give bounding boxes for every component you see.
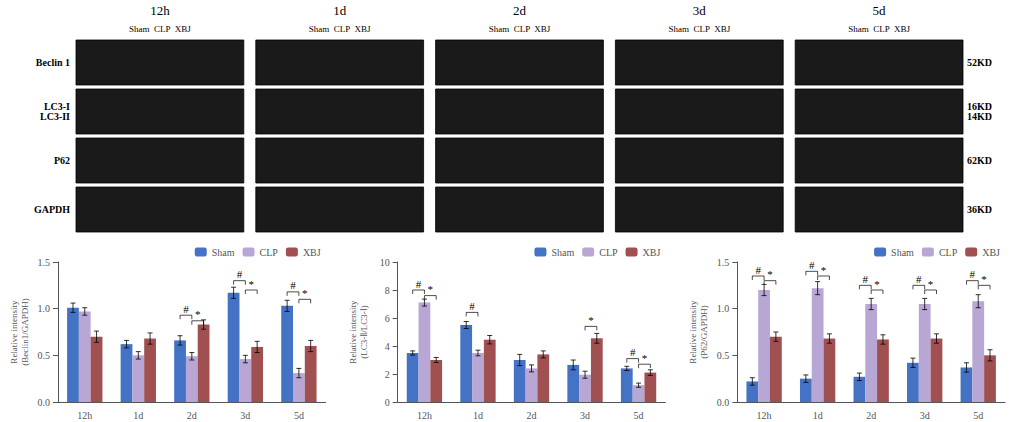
svg-text:(LC3-Ⅱ/LC3-Ⅰ): (LC3-Ⅱ/LC3-Ⅰ) bbox=[359, 305, 369, 359]
svg-text:Sham CLP XBJ: Sham CLP XBJ bbox=[129, 24, 191, 34]
svg-text:14KD: 14KD bbox=[967, 111, 992, 122]
svg-text:Relative intensity: Relative intensity bbox=[688, 300, 698, 364]
svg-text:#: # bbox=[809, 259, 815, 271]
svg-text:*: * bbox=[981, 273, 987, 285]
svg-text:XBJ: XBJ bbox=[303, 247, 321, 258]
svg-text:#: # bbox=[755, 264, 761, 276]
svg-text:0.0: 0.0 bbox=[717, 397, 730, 408]
svg-text:3d: 3d bbox=[920, 410, 930, 421]
svg-text:12h: 12h bbox=[77, 410, 92, 421]
svg-text:0: 0 bbox=[385, 397, 390, 408]
svg-text:#: # bbox=[183, 303, 189, 315]
svg-text:6: 6 bbox=[385, 313, 390, 324]
svg-text:12h: 12h bbox=[417, 410, 432, 421]
svg-text:*: * bbox=[874, 278, 880, 290]
svg-text:Sham: Sham bbox=[551, 247, 574, 258]
svg-text:3d: 3d bbox=[580, 410, 590, 421]
svg-text:10: 10 bbox=[380, 257, 390, 268]
svg-text:1.5: 1.5 bbox=[38, 257, 51, 268]
svg-text:2d: 2d bbox=[513, 3, 527, 18]
svg-text:#: # bbox=[416, 278, 422, 290]
svg-text:Relative intensity: Relative intensity bbox=[348, 300, 358, 364]
svg-text:1d: 1d bbox=[333, 3, 347, 18]
svg-text:5d: 5d bbox=[873, 3, 887, 18]
svg-text:1.5: 1.5 bbox=[717, 257, 730, 268]
svg-text:3d: 3d bbox=[693, 3, 707, 18]
svg-text:2d: 2d bbox=[866, 410, 876, 421]
svg-text:Sham CLP XBJ: Sham CLP XBJ bbox=[309, 24, 371, 34]
svg-text:5d: 5d bbox=[973, 410, 983, 421]
svg-text:#: # bbox=[630, 346, 636, 358]
svg-text:12h: 12h bbox=[150, 3, 170, 18]
svg-text:0.5: 0.5 bbox=[717, 350, 730, 361]
svg-text:#: # bbox=[290, 279, 296, 291]
svg-text:*: * bbox=[195, 308, 201, 320]
svg-text:(P62/GAPDH): (P62/GAPDH) bbox=[699, 305, 709, 359]
svg-text:*: * bbox=[767, 268, 773, 280]
svg-text:52KD: 52KD bbox=[967, 57, 992, 68]
svg-text:Sham CLP XBJ: Sham CLP XBJ bbox=[668, 24, 730, 34]
svg-text:Sham: Sham bbox=[212, 247, 235, 258]
svg-text:*: * bbox=[588, 314, 594, 326]
svg-text:*: * bbox=[249, 278, 255, 290]
svg-text:#: # bbox=[469, 300, 475, 312]
svg-text:P62: P62 bbox=[54, 155, 70, 166]
svg-text:2: 2 bbox=[385, 369, 390, 380]
svg-text:0.0: 0.0 bbox=[38, 397, 51, 408]
svg-text:#: # bbox=[863, 273, 869, 285]
svg-text:XBJ: XBJ bbox=[982, 247, 1000, 258]
svg-text:CLP: CLP bbox=[260, 247, 279, 258]
svg-text:1d: 1d bbox=[813, 410, 823, 421]
svg-text:Relative intensity: Relative intensity bbox=[9, 300, 19, 364]
svg-text:LC3-II: LC3-II bbox=[40, 111, 70, 122]
svg-text:Sham CLP XBJ: Sham CLP XBJ bbox=[489, 24, 551, 34]
svg-text:CLP: CLP bbox=[939, 247, 958, 258]
svg-text:*: * bbox=[821, 264, 827, 276]
svg-text:GAPDH: GAPDH bbox=[34, 204, 70, 215]
svg-text:16KD: 16KD bbox=[967, 101, 992, 112]
svg-text:62KD: 62KD bbox=[967, 155, 992, 166]
svg-text:4: 4 bbox=[385, 341, 390, 352]
svg-text:2d: 2d bbox=[527, 410, 537, 421]
svg-text:1.0: 1.0 bbox=[38, 303, 51, 314]
svg-text:*: * bbox=[928, 278, 934, 290]
svg-text:1.0: 1.0 bbox=[717, 303, 730, 314]
svg-text:#: # bbox=[970, 268, 976, 280]
svg-text:*: * bbox=[642, 352, 648, 364]
svg-text:*: * bbox=[428, 283, 434, 295]
svg-text:0.5: 0.5 bbox=[38, 350, 51, 361]
svg-text:Sham: Sham bbox=[891, 247, 914, 258]
svg-text:Beclin 1: Beclin 1 bbox=[36, 57, 70, 68]
svg-text:5d: 5d bbox=[294, 410, 304, 421]
svg-text:1d: 1d bbox=[473, 410, 483, 421]
svg-text:Sham CLP XBJ: Sham CLP XBJ bbox=[848, 24, 910, 34]
svg-text:12h: 12h bbox=[757, 410, 772, 421]
svg-text:#: # bbox=[237, 268, 243, 280]
svg-text:LC3-I: LC3-I bbox=[43, 101, 70, 112]
svg-text:8: 8 bbox=[385, 285, 390, 296]
svg-text:XBJ: XBJ bbox=[643, 247, 661, 258]
svg-text:36KD: 36KD bbox=[967, 204, 992, 215]
svg-text:*: * bbox=[302, 287, 308, 299]
svg-text:(Beclin1/GAPDH): (Beclin1/GAPDH) bbox=[20, 298, 30, 366]
svg-text:2d: 2d bbox=[187, 410, 197, 421]
svg-text:5d: 5d bbox=[634, 410, 644, 421]
svg-text:#: # bbox=[916, 273, 922, 285]
svg-text:1d: 1d bbox=[133, 410, 143, 421]
svg-text:3d: 3d bbox=[240, 410, 250, 421]
svg-text:CLP: CLP bbox=[599, 247, 618, 258]
